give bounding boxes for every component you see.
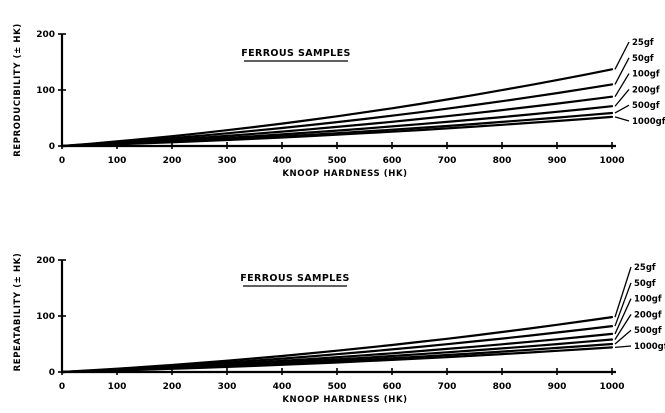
x-tick-label: 400 xyxy=(273,156,292,166)
series-leader xyxy=(614,57,630,85)
series-label: 200gf xyxy=(632,85,660,95)
series-leader xyxy=(614,298,632,335)
x-tick-label: 900 xyxy=(548,382,567,392)
series-leader xyxy=(614,314,632,340)
x-tick-label: 600 xyxy=(383,156,402,166)
x-tick-label: 700 xyxy=(438,156,457,166)
y-axis-label: REPRODUCIBILITY (± HK) xyxy=(13,23,23,157)
series-leader xyxy=(614,104,630,114)
x-tick-label: 500 xyxy=(328,382,347,392)
x-tick-label: 100 xyxy=(108,156,127,166)
reproducibility-chart: 0 100 200 0 100 200 300 400 500 600 700 800 900 1000 K… xyxy=(13,23,665,179)
chart-title: FERROUS SAMPLES xyxy=(241,48,351,59)
series-line-1000gf xyxy=(60,115,614,148)
series-leader xyxy=(614,88,630,107)
series-line-25gf xyxy=(60,68,614,148)
x-tick-label: 1000 xyxy=(599,382,624,392)
x-tick-label: 500 xyxy=(328,156,347,166)
x-tick-label: 900 xyxy=(548,156,567,166)
series-label: 100gf xyxy=(632,70,660,80)
series-leader xyxy=(614,73,630,98)
x-tick-label: 200 xyxy=(163,156,182,166)
x-tick-label: 600 xyxy=(383,382,402,392)
series-label: 1000gf xyxy=(634,342,665,352)
y-tick-label: 0 xyxy=(49,368,55,378)
x-axis-label: KNOOP HARDNESS (HK) xyxy=(282,169,407,179)
x-tick-label: 400 xyxy=(273,382,292,392)
series-label: 50gf xyxy=(632,54,654,64)
y-tick-label: 200 xyxy=(36,256,55,266)
y-tick-label: 100 xyxy=(36,86,55,96)
series-leader xyxy=(614,266,632,318)
series-label: 100gf xyxy=(634,295,662,305)
series-label: 500gf xyxy=(634,326,662,336)
series-leader xyxy=(614,116,630,122)
x-tick-label: 200 xyxy=(163,382,182,392)
x-tick-label: 300 xyxy=(218,156,237,166)
x-tick-label: 0 xyxy=(59,156,65,166)
x-tick-label: 800 xyxy=(493,156,512,166)
series-line-50gf xyxy=(60,83,614,148)
series-leader xyxy=(614,345,632,349)
x-tick-label: 100 xyxy=(108,382,127,392)
x-tick-label: 1000 xyxy=(599,156,624,166)
y-tick-label: 200 xyxy=(36,30,55,40)
y-tick-label: 0 xyxy=(49,142,55,152)
y-tick-label: 100 xyxy=(36,312,55,322)
series-line-1000gf xyxy=(60,346,614,374)
series-line-25gf xyxy=(60,316,614,374)
x-axis-label: KNOOP HARDNESS (HK) xyxy=(282,395,407,405)
repeatability-chart: 0 100 200 0 100 200 300 400 500 600 700 800 900 1000 K… xyxy=(13,253,665,405)
x-tick-label: 0 xyxy=(59,382,65,392)
series-label: 1000gf xyxy=(632,117,665,127)
series-label: 50gf xyxy=(634,279,656,289)
x-tick-label: 800 xyxy=(493,382,512,392)
series-leader xyxy=(614,41,630,70)
series-leader xyxy=(614,282,632,327)
chart-title: FERROUS SAMPLES xyxy=(240,273,350,284)
series-label: 200gf xyxy=(634,310,662,320)
series-label: 25gf xyxy=(634,263,656,273)
y-axis-label: REPEATABILITY (± HK) xyxy=(13,253,23,372)
series-leader xyxy=(614,329,632,345)
x-tick-label: 300 xyxy=(218,382,237,392)
x-tick-label: 700 xyxy=(438,382,457,392)
series-label: 25gf xyxy=(632,38,654,48)
series-label: 500gf xyxy=(632,101,660,111)
